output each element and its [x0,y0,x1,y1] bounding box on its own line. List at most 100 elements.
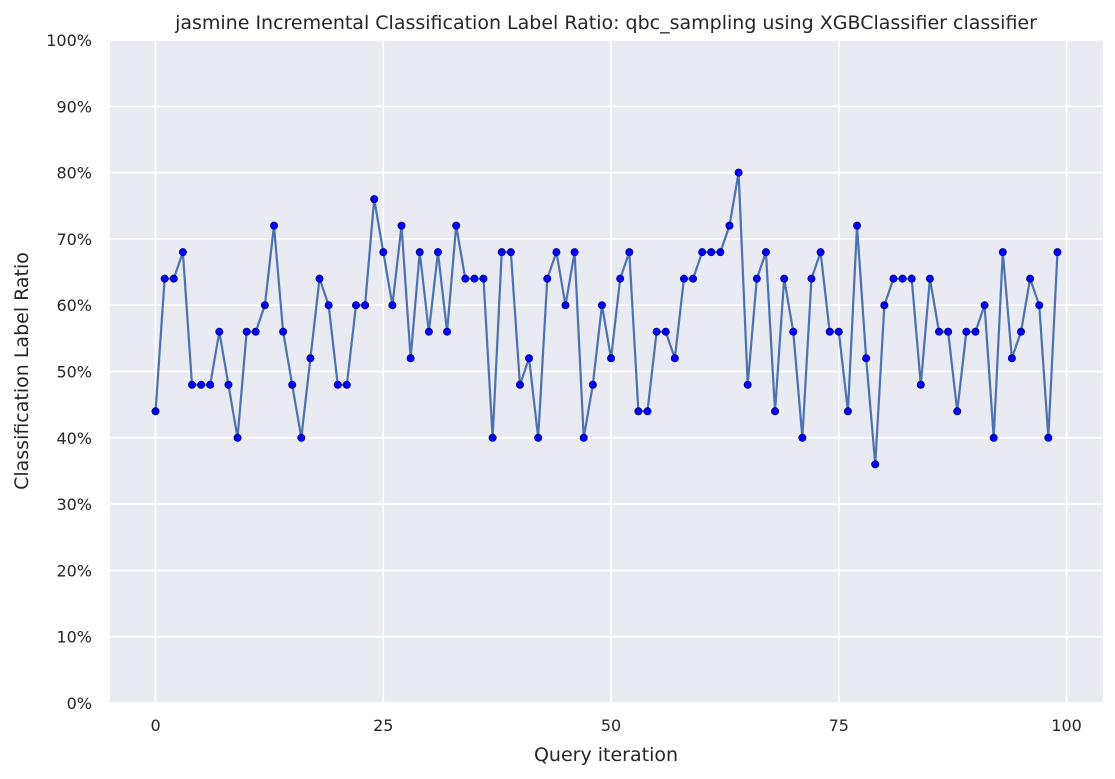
data-point [479,274,488,283]
data-point [406,354,415,363]
data-point [169,274,178,283]
data-point [488,433,497,442]
data-point [470,274,479,283]
data-point [561,301,570,310]
data-point [1007,354,1016,363]
data-point [178,248,187,257]
data-point [342,380,351,389]
data-point [716,248,725,257]
data-point [534,433,543,442]
data-point [206,380,215,389]
x-tick-label: 100 [1051,716,1082,735]
data-point [643,407,652,416]
data-point [370,195,379,204]
data-point [816,248,825,257]
data-point [151,407,160,416]
series-line-layer [154,171,1059,466]
y-tick-labels: 0% 10% 20% 30% 40% 50% 60% 70% 80% 90% 100% [46,31,92,713]
data-point [525,354,534,363]
y-tick-label: 100% [46,31,92,50]
data-point [971,327,980,336]
data-point [333,380,342,389]
y-tick-label: 40% [56,429,92,448]
data-point [607,354,616,363]
data-point [989,433,998,442]
data-point [215,327,224,336]
data-point [825,327,834,336]
y-tick-label: 70% [56,230,92,249]
data-point [798,433,807,442]
data-point [889,274,898,283]
y-tick-label: 20% [56,561,92,580]
data-point [461,274,470,283]
data-point [379,248,388,257]
data-point [807,274,816,283]
data-point [661,327,670,336]
data-point [233,433,242,442]
data-point [1044,433,1053,442]
data-point [752,274,761,283]
data-point [288,380,297,389]
data-point [916,380,925,389]
data-point [497,248,506,257]
data-point [388,301,397,310]
data-point [506,248,515,257]
data-point [789,327,798,336]
data-point [269,221,278,230]
data-point [306,354,315,363]
data-point [397,221,406,230]
y-tick-label: 60% [56,296,92,315]
data-point [616,274,625,283]
data-point [433,248,442,257]
data-point [224,380,233,389]
data-point [1017,327,1026,336]
data-point [944,327,953,336]
data-point [743,380,752,389]
data-point [552,248,561,257]
data-point [361,301,370,310]
x-axis-label: Query iteration [534,744,678,766]
x-tick-label: 0 [150,716,160,735]
data-point [297,433,306,442]
data-point [415,248,424,257]
chart-title: jasmine Incremental Classification Label… [174,12,1037,34]
data-point [834,327,843,336]
y-axis-label: Classification Label Ratio [11,252,33,490]
data-point [588,380,597,389]
data-point [625,248,634,257]
y-tick-label: 80% [56,164,92,183]
data-point [315,274,324,283]
data-point [1035,301,1044,310]
data-point [689,274,698,283]
y-tick-label: 90% [56,97,92,116]
data-point [251,327,260,336]
data-point [1053,248,1062,257]
data-point [998,248,1007,257]
data-point [707,248,716,257]
data-point [634,407,643,416]
x-tick-label: 50 [601,716,621,735]
data-points [151,168,1062,469]
data-point [853,221,862,230]
data-point [570,248,579,257]
data-point [652,327,661,336]
data-point [862,354,871,363]
data-point [761,248,770,257]
data-point [953,407,962,416]
data-point [880,301,889,310]
data-point [698,248,707,257]
data-point [725,221,734,230]
data-point [962,327,971,336]
data-point [260,301,269,310]
data-point [843,407,852,416]
y-tick-label: 50% [56,363,92,382]
data-point [242,327,251,336]
data-point [935,327,944,336]
y-tick-label: 30% [56,495,92,514]
data-point [543,274,552,283]
y-tick-label: 10% [56,628,92,647]
data-point [351,301,360,310]
data-point [898,274,907,283]
data-point [579,433,588,442]
